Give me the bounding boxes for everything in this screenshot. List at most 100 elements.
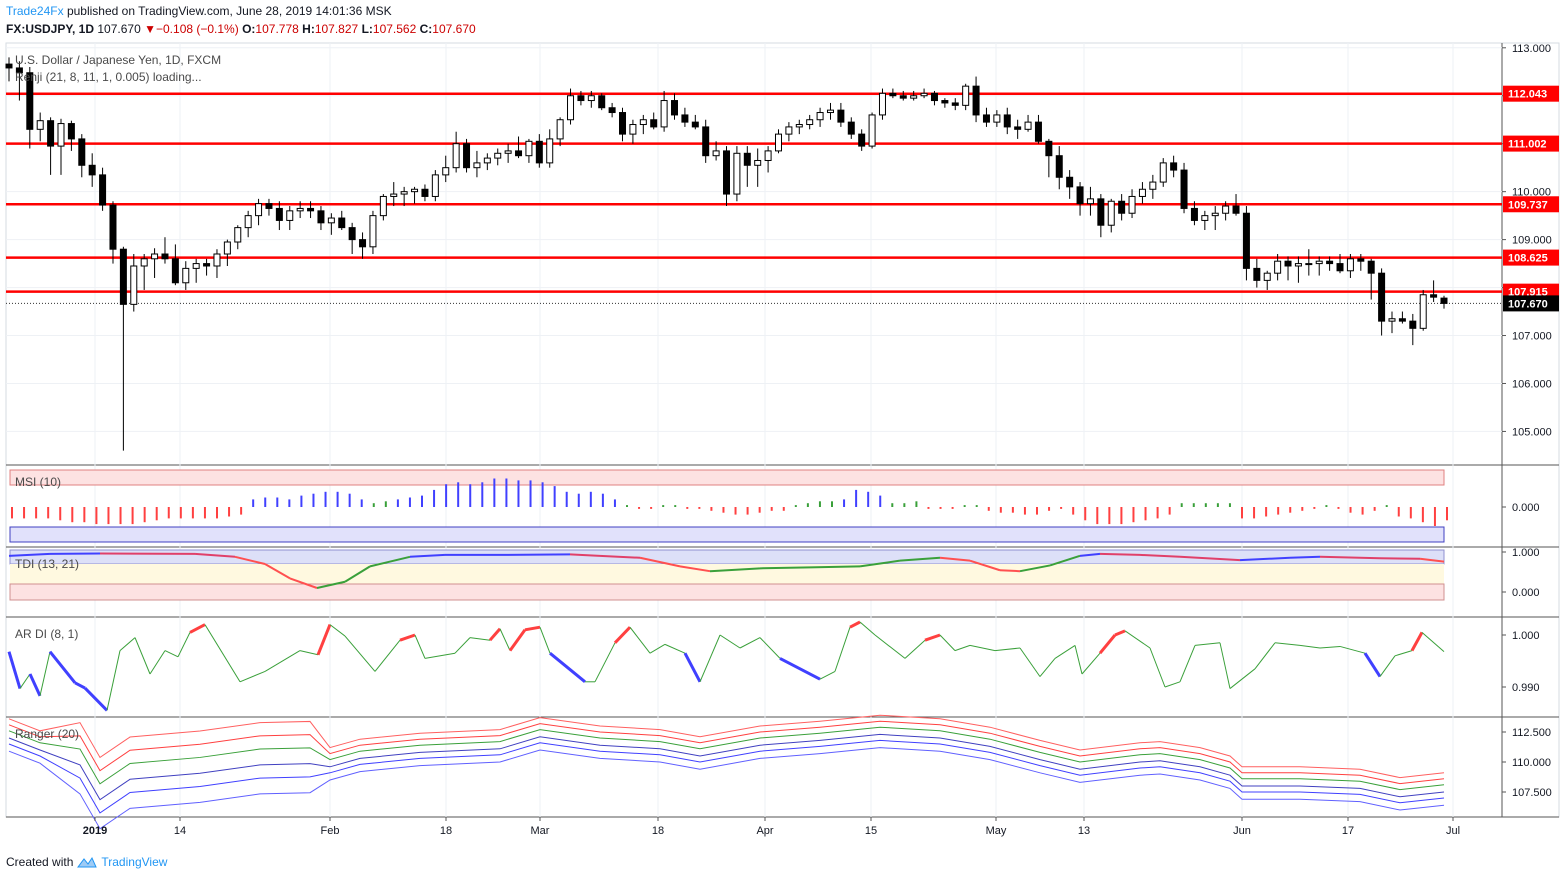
candle-body — [1118, 200, 1126, 214]
candle-body — [317, 210, 325, 224]
ardi-line-segment — [1114, 629, 1126, 637]
ardi-line-segment — [488, 627, 502, 642]
candle-body — [1107, 200, 1115, 226]
ardi-line-segment — [994, 647, 1021, 652]
candle-body — [1305, 263, 1313, 266]
candle-body — [1253, 267, 1261, 281]
candle-body — [223, 241, 231, 255]
tdi-line-segment — [344, 565, 371, 583]
ardi-line-segment — [664, 643, 686, 654]
tdi-line-segment — [1289, 555, 1321, 559]
candle-body — [868, 114, 876, 147]
candle-body — [764, 150, 772, 161]
candle-body — [359, 239, 367, 248]
ardi-line-segment — [904, 639, 926, 659]
candle-body — [1055, 155, 1063, 178]
candle-body — [494, 152, 502, 159]
time-tick-label: 17 — [1342, 825, 1354, 837]
ardi-line-segment — [1219, 642, 1231, 689]
candle-body — [587, 95, 595, 102]
candle-body — [972, 85, 980, 116]
msi-upper-band — [9, 469, 1445, 486]
price-tick-label: 105.000 — [1512, 426, 1552, 438]
ranger-tick-label: 107.500 — [1512, 787, 1552, 799]
candle-body — [431, 174, 439, 197]
candle-body — [421, 188, 429, 197]
candle-body — [1222, 205, 1230, 214]
candle-body — [36, 120, 44, 130]
tdi-line-segment — [709, 567, 761, 573]
candle-body — [88, 164, 96, 176]
candle-body — [1066, 176, 1074, 188]
candle-body — [1003, 114, 1011, 128]
candle-body — [795, 124, 803, 128]
candle-body — [109, 204, 117, 250]
ardi-line-segment — [1229, 668, 1256, 689]
candle-body — [119, 248, 127, 305]
tdi-tick-label: 1.000 — [1512, 547, 1540, 559]
candle-body — [338, 217, 346, 229]
footer: Created with TradingView — [6, 855, 167, 869]
ardi-line-segment — [649, 643, 666, 654]
symbol-ohlc-line: FX:USDJPY, 1D 107.670 ▼−0.108 (−0.1%) O:… — [6, 22, 476, 36]
publisher-name[interactable]: Trade24Fx — [6, 4, 64, 18]
candle-body — [379, 195, 387, 217]
tdi-line-segment — [1179, 555, 1241, 562]
candle-body — [754, 159, 762, 166]
candle-body — [307, 207, 315, 212]
level-price-label: 108.625 — [1508, 253, 1548, 265]
candle-body — [1315, 260, 1323, 265]
candle-body — [702, 126, 710, 157]
candle-body — [203, 263, 211, 267]
ardi-line-segment — [119, 637, 136, 651]
candle-body — [1326, 260, 1334, 265]
candle-body — [1430, 294, 1438, 298]
candle-body — [889, 92, 897, 97]
tdi-line-segment — [679, 565, 711, 573]
ardi-line-segment — [1394, 650, 1413, 657]
tdi-line-segment — [899, 556, 941, 562]
indicator-series — [7, 478, 1448, 830]
candle-body — [26, 72, 34, 130]
candle-body — [567, 95, 575, 121]
candle-body — [78, 138, 86, 166]
candle-body — [556, 119, 564, 140]
candle-body — [1294, 263, 1302, 267]
candle-body — [837, 109, 845, 123]
tdi-line-segment — [264, 563, 291, 580]
ardi-line-segment — [1254, 642, 1276, 670]
candle-body — [858, 133, 866, 147]
ardi-line-segment — [149, 650, 166, 675]
ardi-line-segment — [469, 637, 491, 641]
ardi-line-segment — [924, 633, 941, 642]
candle-body — [15, 67, 23, 74]
candle-body — [535, 140, 543, 164]
ardi-line-segment — [239, 670, 266, 683]
ardi-line-segment — [699, 634, 721, 682]
ardi-line-segment — [759, 637, 781, 659]
candle-body — [712, 150, 720, 157]
tdi-legend: TDI (13, 21) — [15, 557, 80, 571]
candle-body — [920, 92, 928, 97]
ardi-line-segment — [969, 644, 996, 652]
level-price-label: 111.002 — [1508, 139, 1547, 151]
candle-body — [5, 63, 13, 69]
ranger-legend: Ranger (20) — [15, 727, 80, 741]
price-tick-label: 109.000 — [1512, 235, 1552, 247]
candle-body — [826, 109, 834, 114]
ardi-line-segment — [264, 650, 301, 672]
ardi-line-segment — [48, 650, 77, 684]
low-value: 107.562 — [372, 22, 417, 36]
ardi-line-segment — [424, 652, 456, 659]
tdi-line-segment — [569, 553, 601, 557]
level-price-tag — [1503, 135, 1559, 152]
candle-body — [993, 114, 1001, 123]
tdi-line-segment — [1079, 552, 1101, 557]
high-value: 107.827 — [314, 22, 359, 36]
level-price-tag — [1503, 249, 1559, 266]
tradingview-link[interactable]: TradingView — [101, 855, 168, 869]
candle-body — [296, 207, 304, 212]
candle-body — [400, 191, 408, 195]
candle-body — [473, 162, 481, 169]
